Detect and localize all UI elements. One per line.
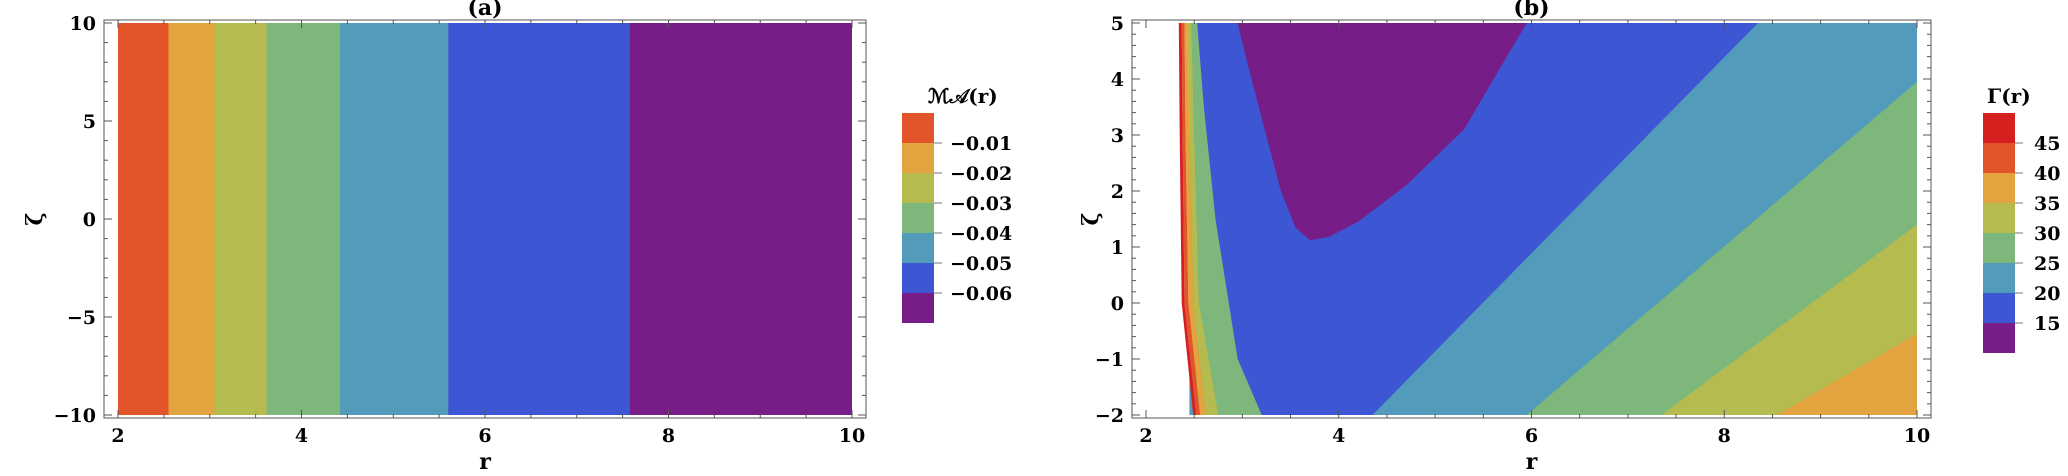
- legend-swatch: [902, 143, 934, 173]
- y-tick-label: 10: [70, 13, 96, 35]
- y-tick-label: 0: [1111, 293, 1124, 315]
- legend-label: 30: [2034, 223, 2060, 245]
- x-tick-label: 4: [295, 425, 308, 447]
- x-tick-label: 10: [839, 425, 865, 447]
- y-tick-label: 1: [1111, 237, 1124, 259]
- legend-swatch: [902, 233, 934, 263]
- x-tick-label: 6: [478, 425, 491, 447]
- y-tick-label: 5: [1111, 13, 1124, 35]
- x-tick-label: 4: [1332, 425, 1345, 447]
- contour-region: [1191, 23, 1262, 415]
- contour-region: [1237, 23, 1527, 241]
- legend-label: −0.02: [950, 163, 1012, 185]
- y-axis-title: ζ: [1078, 212, 1104, 225]
- legend-swatch: [1983, 323, 2015, 353]
- x-axis-title: r: [1526, 449, 1538, 471]
- y-axis-title: ζ: [22, 212, 48, 225]
- x-tick-label: 8: [1718, 425, 1731, 447]
- legend-label: 40: [2034, 163, 2060, 185]
- y-tick-label: 2: [1111, 181, 1124, 203]
- contour-region: [1178, 23, 1197, 415]
- legend-label: −0.01: [950, 133, 1012, 155]
- x-tick-label: 8: [662, 425, 675, 447]
- x-tick-label: 10: [1904, 425, 1930, 447]
- legend: Γ(r) 45 40 35 30 25 20 15: [1983, 84, 2060, 353]
- x-tick-label: 2: [1139, 425, 1152, 447]
- y-tick-label: 0: [83, 209, 96, 231]
- legend-title: ℳ𝒜(r): [928, 84, 998, 108]
- legend-label: 25: [2034, 253, 2060, 275]
- contour-band: [168, 23, 215, 415]
- legend-swatch: [1983, 293, 2015, 323]
- legend-label: 15: [2034, 313, 2060, 335]
- legend-label: 45: [2034, 133, 2060, 155]
- legend-label: 20: [2034, 283, 2060, 305]
- contour-region: [1661, 224, 1917, 415]
- panel-title: (b): [1513, 0, 1549, 21]
- legend-label: −0.06: [950, 283, 1012, 305]
- y-tick-label: 3: [1111, 125, 1124, 147]
- x-tick-label: 6: [1525, 425, 1538, 447]
- legend-swatch: [1983, 203, 2015, 233]
- legend-swatch: [1983, 263, 2015, 293]
- y-tick-label: −5: [67, 307, 96, 329]
- y-tick-label: −2: [1095, 405, 1124, 427]
- contour-band: [448, 23, 631, 415]
- plot-area: [1178, 23, 1917, 415]
- contour-band: [118, 23, 169, 415]
- legend-swatch: [902, 203, 934, 233]
- y-tick-label: −1: [1095, 349, 1124, 371]
- x-tick-label: 2: [111, 425, 124, 447]
- contour-region: [1184, 23, 1206, 415]
- legend-swatch: [902, 113, 934, 143]
- legend-swatch: [902, 293, 934, 323]
- panel-title: (a): [467, 0, 502, 21]
- legend-label: −0.03: [950, 193, 1012, 215]
- legend-swatch: [902, 173, 934, 203]
- contour-band: [214, 23, 268, 415]
- contour-region: [1187, 23, 1219, 415]
- contour-band: [266, 23, 341, 415]
- legend-label: −0.05: [950, 253, 1012, 275]
- contour-region: [1181, 23, 1200, 415]
- plot-area: [118, 23, 852, 415]
- legend-swatch: [1983, 143, 2015, 173]
- x-axis-title: r: [479, 449, 491, 471]
- legend-swatch: [1983, 113, 2015, 143]
- legend-swatch: [1983, 233, 2015, 263]
- y-tick-label: 4: [1111, 69, 1124, 91]
- legend-title: Γ(r): [1987, 84, 2031, 108]
- panel-0: 2 4 6 8 10 10 5 0 −5 −10 (a) r ζ ℳ𝒜(r) −0.01 −0.02 −0.03…: [22, 0, 1012, 475]
- legend-swatch: [902, 263, 934, 293]
- y-tick-label: −10: [54, 405, 96, 427]
- contour-band: [629, 23, 852, 415]
- legend: ℳ𝒜(r) −0.01 −0.02 −0.03 −0.04 −0.05 −0.06: [902, 84, 1012, 323]
- contour-region: [1777, 333, 1917, 415]
- legend-label: −0.04: [950, 223, 1012, 245]
- y-tick-label: 5: [83, 111, 96, 133]
- legend-swatch: [1983, 173, 2015, 203]
- legend-label: 35: [2034, 193, 2060, 215]
- contour-band: [340, 23, 449, 415]
